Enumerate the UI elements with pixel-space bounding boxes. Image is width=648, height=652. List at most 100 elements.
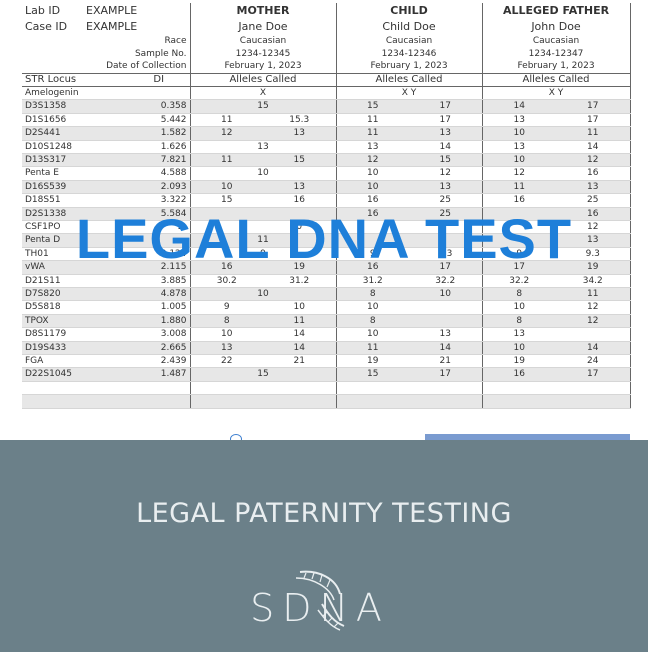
di-value: 5.442 xyxy=(128,113,191,128)
locus-row: D18S51 3.322 15 16 16 25 16 25 xyxy=(22,193,631,208)
m-allele-2: 0 xyxy=(263,220,337,235)
f-allele-1: 10 xyxy=(482,300,557,315)
m-allele-1: 15 xyxy=(190,193,263,208)
f-allele-1: 17 xyxy=(482,260,557,275)
di-value xyxy=(128,233,191,248)
empty-cell xyxy=(22,381,128,396)
locus-row: FGA 2.439 22 21 19 21 19 24 xyxy=(22,354,631,369)
c-allele-1: 9 xyxy=(336,247,409,262)
di-value xyxy=(128,86,191,101)
f-allele-1: 10 xyxy=(482,153,557,168)
m-allele-2 xyxy=(263,207,337,221)
di-value: 1.880 xyxy=(128,314,191,329)
c-allele-2: 17 xyxy=(409,260,483,275)
locus-name: D22S1045 xyxy=(22,367,128,382)
f-allele-1: 13 xyxy=(482,327,557,342)
m-allele-1: 11 xyxy=(190,153,263,168)
c-allele-2: 13 xyxy=(409,180,483,195)
father-race: Caucasian xyxy=(482,35,631,48)
c-allele-1: 8 xyxy=(336,314,409,329)
locus-name: D13S317 xyxy=(22,153,128,168)
di-value: 3.008 xyxy=(128,327,191,342)
father-alleles-header: Alleles Called xyxy=(482,72,631,87)
m-allele-1: 11 xyxy=(190,113,263,128)
c-allele: X Y xyxy=(336,86,483,101)
empty-row xyxy=(22,394,631,409)
locus-name: TPOX xyxy=(22,314,128,329)
m-allele-1: 10 xyxy=(190,180,263,195)
locus-name: D19S433 xyxy=(22,341,128,356)
lab-id-value: EXAMPLE xyxy=(83,3,146,19)
c-allele-2: 10 xyxy=(409,287,483,302)
m-allele-1: 12 xyxy=(190,126,263,141)
c-allele-2: 32.2 xyxy=(409,274,483,289)
empty-cell xyxy=(482,394,631,409)
di-value: 2.115 xyxy=(128,260,191,275)
di-value: 2.124 xyxy=(128,247,191,262)
locus-column-header: STR Locus xyxy=(22,72,128,87)
c-allele-1: 16 xyxy=(336,207,409,221)
f-allele-1: 14 xyxy=(482,99,557,114)
empty-cell xyxy=(336,381,483,396)
dna-helix-icon xyxy=(295,570,345,631)
di-value: 1.582 xyxy=(128,126,191,141)
m-allele-2: 15.3 xyxy=(263,113,337,128)
f-allele-2: 9.3 xyxy=(556,247,631,262)
di-value: 1.626 xyxy=(128,140,191,154)
locus-row: D5S818 1.005 9 10 10 10 12 xyxy=(22,300,631,315)
c-allele-2: 25 xyxy=(409,193,483,208)
m-allele-2: 31.2 xyxy=(263,274,337,289)
child-alleles-header: Alleles Called xyxy=(336,72,483,87)
locus-name: D2S441 xyxy=(22,126,128,141)
di-value: 3.885 xyxy=(128,274,191,289)
document-bottom-strip xyxy=(22,434,630,440)
f-allele-2: 12 xyxy=(556,300,631,315)
locus-row: D21S11 3.885 30.2 31.2 31.2 32.2 32.2 34.2 xyxy=(22,274,631,289)
m-allele-1: 22 xyxy=(190,354,263,369)
case-id-value: EXAMPLE xyxy=(83,19,146,35)
locus-row: D8S1179 3.008 10 14 10 13 13 xyxy=(22,327,631,342)
c-allele-2 xyxy=(409,300,483,315)
locus-row: TH01 2.124 9 9 9.3 9 9.3 xyxy=(22,247,631,262)
c-allele-1: 11 xyxy=(336,341,409,356)
c-allele-2 xyxy=(409,220,483,235)
empty-cell xyxy=(482,381,631,396)
locus-name: Penta E xyxy=(22,166,128,181)
blue-bar xyxy=(425,434,630,440)
c-allele-2: 9.3 xyxy=(409,247,483,262)
legal-dna-test-watermark: LEGAL DNA TEST xyxy=(75,207,573,270)
f-allele-2: 12 xyxy=(556,314,631,329)
f-allele-2: 12 xyxy=(556,220,631,235)
locus-name: D10S1248 xyxy=(22,140,128,154)
locus-name: D7S820 xyxy=(22,287,128,302)
c-allele-2: 14 xyxy=(409,140,483,154)
f-allele-1 xyxy=(482,220,557,235)
mother-role: MOTHER xyxy=(190,3,337,19)
locus-name: Amelogenin xyxy=(22,86,128,101)
m-allele-2: 10 xyxy=(263,300,337,315)
m-allele-2: 13 xyxy=(263,180,337,195)
c-allele-2 xyxy=(409,233,483,248)
f-allele-1: 8 xyxy=(482,287,557,302)
mother-date: February 1, 2023 xyxy=(190,60,337,73)
locus-row: D19S433 2.665 13 14 11 14 10 14 xyxy=(22,341,631,356)
f-allele-2: 34.2 xyxy=(556,274,631,289)
c-allele-1: 31.2 xyxy=(336,274,409,289)
f-allele-2: 14 xyxy=(556,140,631,154)
di-value: 7.821 xyxy=(128,153,191,168)
m-allele: 10 xyxy=(190,287,337,302)
c-allele-2: 15 xyxy=(409,153,483,168)
dna-report-document: Lab ID EXAMPLE MOTHER CHILD ALLEGED FATH… xyxy=(22,3,631,440)
di-value: 0.358 xyxy=(128,99,191,114)
f-allele-1: 9 xyxy=(482,247,557,262)
locus-row: CSF1PO 2. 0 12 xyxy=(22,220,631,235)
m-allele-1: 30.2 xyxy=(190,274,263,289)
father-date: February 1, 2023 xyxy=(482,60,631,73)
f-allele-2: 17 xyxy=(556,367,631,382)
m-allele: 15 xyxy=(190,367,337,382)
f-allele-2: 12 xyxy=(556,153,631,168)
empty-cell xyxy=(190,394,337,409)
c-allele-2: 25 xyxy=(409,207,483,221)
di-column-header: DI xyxy=(128,72,191,87)
